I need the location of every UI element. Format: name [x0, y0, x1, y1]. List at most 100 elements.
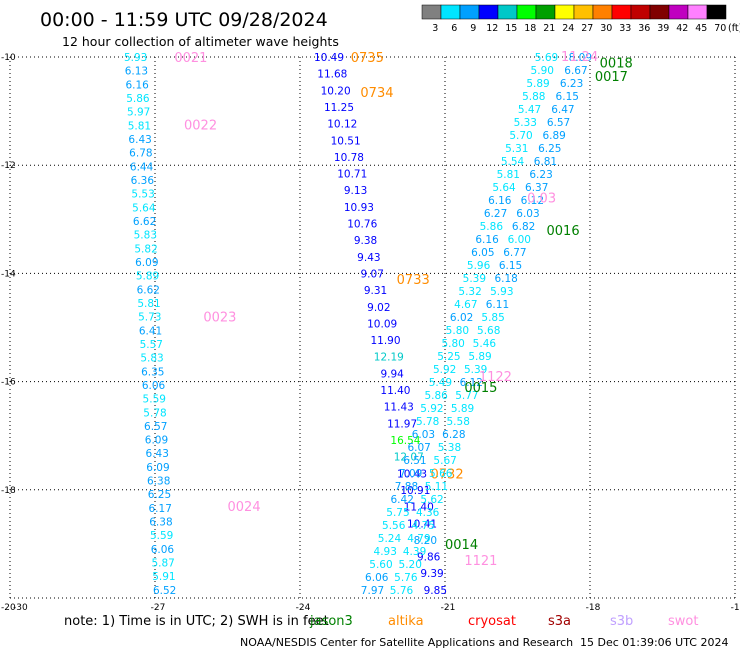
legend-altika: altika — [388, 614, 424, 629]
time-label: 0018 — [600, 56, 633, 71]
colorbar-swatch — [668, 4, 689, 20]
legend-swot: swot — [668, 614, 698, 629]
x-tick-label: -27 — [151, 603, 166, 613]
y-tick-label: -16 — [1, 378, 16, 388]
legend-s3a: s3a — [548, 614, 571, 629]
wave-height-label: 10.20 — [321, 85, 351, 97]
wave-height-label: 5.24 — [378, 533, 402, 545]
colorbar-swatch — [478, 4, 499, 20]
colorbar-label: 42 — [676, 23, 688, 34]
wave-height-label: 6.38 — [149, 517, 172, 529]
time-label: 0022 — [184, 119, 217, 134]
colorbar-swatch — [573, 4, 594, 20]
wave-height-label: 9.86 — [417, 552, 441, 564]
wave-height-label: 10.09 — [367, 318, 397, 330]
wave-height-label: 9.43 — [357, 252, 380, 264]
colorbar-label: 45 — [695, 23, 707, 34]
wave-height-label: 11.90 — [370, 335, 400, 347]
legend-jason3: jason3 — [309, 614, 353, 629]
colorbar-label: 18 — [524, 23, 536, 34]
wave-height-label: 6.78 — [129, 148, 152, 160]
wave-height-label: 6.28 — [442, 429, 465, 441]
y-tick-label: -10 — [1, 53, 16, 63]
time-label: 0735 — [351, 51, 384, 66]
time-label: 0021 — [174, 51, 207, 66]
x-tick-label: -15 — [731, 603, 740, 613]
wave-height-label: 6.47 — [551, 104, 574, 116]
wave-height-label: 5.97 — [127, 107, 150, 119]
wave-height-label: 8.09 — [569, 52, 592, 64]
wave-height-label: 6.25 — [148, 489, 171, 501]
wave-height-label: 7.88 — [395, 481, 418, 493]
wave-height-label: 5.91 — [152, 571, 175, 583]
wave-height-label: 6.36 — [131, 175, 155, 187]
colorbar-swatch — [611, 4, 632, 20]
wave-height-label: 5.92 — [420, 403, 443, 415]
wave-height-label: 5.66 — [429, 468, 453, 480]
wave-height-label: 4.75 — [412, 520, 435, 532]
wave-height-label: 5.81 — [128, 120, 151, 132]
time-label: 0023 — [203, 311, 236, 326]
colorbar-swatch — [535, 4, 556, 20]
wave-height-label: 5.88 — [522, 91, 545, 103]
time-label: 0.03 — [527, 192, 556, 207]
wave-height-label: 6.43 — [128, 134, 151, 146]
colorbar-label: 36 — [638, 23, 650, 34]
colorbar-label: 6 — [451, 23, 457, 34]
wave-height-label: 11.40 — [380, 385, 410, 397]
wave-height-label: 6.09 — [146, 462, 169, 474]
wave-height-label: 5.68 — [477, 325, 500, 337]
wave-height-label: 5.11 — [425, 481, 448, 493]
wave-height-label: 5.82 — [134, 243, 157, 255]
time-label: 0734 — [360, 86, 393, 101]
wave-height-label: 5.39 — [463, 273, 486, 285]
wave-height-label: 9.31 — [364, 285, 387, 297]
wave-height-label: 6.09 — [145, 435, 168, 447]
wave-height-label: 5.58 — [447, 416, 470, 428]
wave-height-label: 5.93 — [124, 52, 147, 64]
wave-height-label: 5.59 — [143, 394, 166, 406]
colorbar-label: 15 — [505, 23, 517, 34]
wave-height-label: 5.53 — [131, 189, 154, 201]
colorbar-swatch — [440, 4, 461, 20]
wave-height-label: 6.25 — [538, 143, 561, 155]
wave-height-label: 6.57 — [144, 421, 167, 433]
wave-height-label: 5.85 — [481, 312, 504, 324]
wave-height-label: 5.96 — [467, 260, 491, 272]
wave-height-label: 9.94 — [380, 368, 404, 380]
wave-height-label: 5.64 — [132, 202, 156, 214]
units-note: note: 1) Time is in UTC; 2) SWH is in fe… — [64, 614, 329, 629]
colorbar-swatch — [516, 4, 537, 20]
wave-height-label: 6.13 — [125, 66, 148, 78]
wave-height-label: 6.00 — [508, 234, 531, 246]
wave-height-label: 6.15 — [499, 260, 522, 272]
wave-height-label: 6.37 — [525, 182, 548, 194]
wave-height-label: 6.67 — [564, 65, 587, 77]
wave-height-label: 5.64 — [492, 182, 516, 194]
wave-height-label: 4.67 — [454, 299, 477, 311]
colorbar-label: 70 — [714, 23, 726, 34]
colorbar-swatch — [687, 4, 708, 20]
y-tick-label: -12 — [1, 161, 16, 171]
wave-height-label: 11.43 — [384, 402, 414, 414]
wave-height-label: 6.18 — [494, 273, 517, 285]
wave-height-label: 6.05 — [471, 247, 494, 259]
time-label: 1122 — [479, 370, 512, 385]
colorbar-label: 30 — [600, 23, 612, 34]
wave-height-label: 5.70 — [509, 130, 532, 142]
time-label: 0017 — [595, 70, 628, 85]
wave-height-label: 10.91 — [400, 485, 430, 497]
wave-height-label: 10.93 — [344, 202, 374, 214]
wave-height-label: 5.75 — [386, 507, 409, 519]
wave-height-label: 10.71 — [337, 169, 367, 181]
wave-height-label: 5.32 — [458, 286, 481, 298]
wave-height-label: 5.38 — [438, 442, 461, 454]
wave-height-label: 6.82 — [512, 221, 535, 233]
wave-height-label: 9.38 — [354, 235, 377, 247]
legend-cryosat: cryosat — [468, 614, 516, 629]
wave-height-label: 6.23 — [560, 78, 583, 90]
colorbar-swatch — [497, 4, 518, 20]
wave-height-label: 10.78 — [334, 152, 364, 164]
colorbar-swatch — [421, 4, 442, 20]
wave-height-label: 11.25 — [324, 102, 354, 114]
